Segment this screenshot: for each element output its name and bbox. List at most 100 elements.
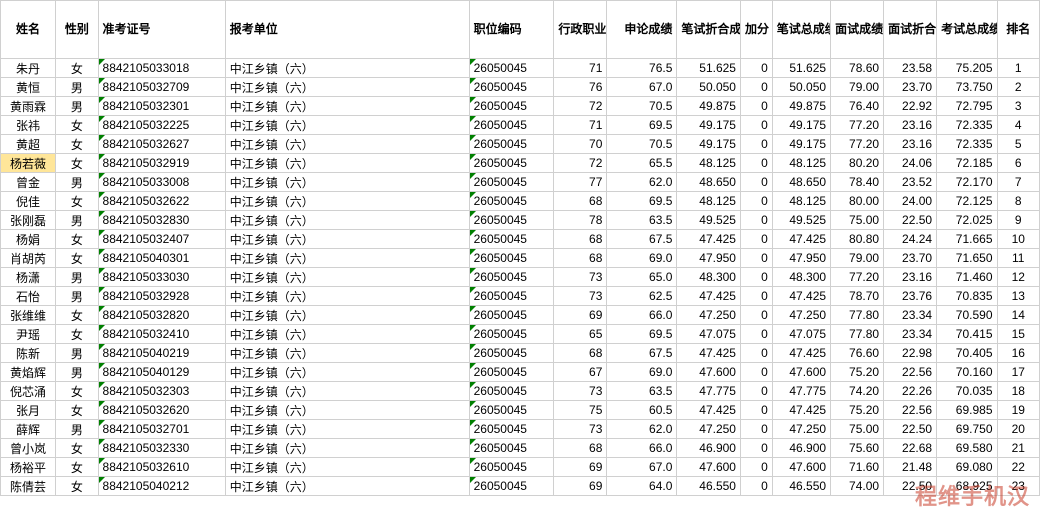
cell: 8842105040219 — [98, 344, 225, 363]
cell: 倪佳 — [1, 192, 56, 211]
cell: 19 — [997, 401, 1040, 420]
cell: 47.600 — [772, 363, 830, 382]
cell: 78.60 — [831, 59, 884, 78]
cell: 1 — [997, 59, 1040, 78]
hdr-unit: 报考单位 — [225, 1, 469, 59]
cell: 17 — [997, 363, 1040, 382]
table-row: 朱丹女8842105033018中江乡镇（六）260500457176.551.… — [1, 59, 1040, 78]
cell: 23.70 — [884, 249, 937, 268]
cell: 7 — [997, 173, 1040, 192]
cell: 68 — [554, 230, 607, 249]
table-row: 张刚磊男8842105032830中江乡镇（六）260500457863.549… — [1, 211, 1040, 230]
cell: 76 — [554, 78, 607, 97]
exam-results-table: 姓名 性别 准考证号 报考单位 职位编码 行政职业能力测验成绩 申论成绩 笔试折… — [0, 0, 1040, 496]
cell: 22.56 — [884, 363, 937, 382]
cell: 中江乡镇（六） — [225, 173, 469, 192]
header-row: 姓名 性别 准考证号 报考单位 职位编码 行政职业能力测验成绩 申论成绩 笔试折… — [1, 1, 1040, 59]
cell: 黄雨霖 — [1, 97, 56, 116]
cell: 71.60 — [831, 458, 884, 477]
cell: 47.075 — [677, 325, 741, 344]
cell: 22.68 — [884, 439, 937, 458]
hdr-icomb: 面试折合 — [884, 1, 937, 59]
cell: 26050045 — [469, 401, 554, 420]
cell: 女 — [56, 382, 98, 401]
cell: 69.5 — [607, 192, 677, 211]
cell: 64.0 — [607, 477, 677, 496]
cell: 23.34 — [884, 306, 937, 325]
cell: 79.00 — [831, 249, 884, 268]
cell: 0 — [740, 192, 772, 211]
cell: 69.0 — [607, 249, 677, 268]
cell: 8842105032919 — [98, 154, 225, 173]
cell: 8842105032627 — [98, 135, 225, 154]
hdr-bonus: 加分 — [740, 1, 772, 59]
cell: 5 — [997, 135, 1040, 154]
cell: 男 — [56, 420, 98, 439]
cell: 67.0 — [607, 458, 677, 477]
cell: 47.600 — [677, 363, 741, 382]
hdr-name: 姓名 — [1, 1, 56, 59]
cell: 中江乡镇（六） — [225, 363, 469, 382]
cell: 47.600 — [772, 458, 830, 477]
table-row: 张祎女8842105032225中江乡镇（六）260500457169.549.… — [1, 116, 1040, 135]
cell: 76.60 — [831, 344, 884, 363]
cell: 0 — [740, 325, 772, 344]
cell: 女 — [56, 458, 98, 477]
cell: 51.625 — [772, 59, 830, 78]
cell: 女 — [56, 135, 98, 154]
cell: 8842105040129 — [98, 363, 225, 382]
cell: 石怡 — [1, 287, 56, 306]
cell: 47.425 — [677, 344, 741, 363]
cell: 80.00 — [831, 192, 884, 211]
cell: 22.50 — [884, 211, 937, 230]
cell: 69 — [554, 477, 607, 496]
cell: 中江乡镇（六） — [225, 401, 469, 420]
cell: 23.34 — [884, 325, 937, 344]
table-row: 张月女8842105032620中江乡镇（六）260500457560.547.… — [1, 401, 1040, 420]
cell: 22.98 — [884, 344, 937, 363]
cell: 男 — [56, 173, 98, 192]
cell: 68 — [554, 344, 607, 363]
cell: 张维维 — [1, 306, 56, 325]
cell: 陈倩芸 — [1, 477, 56, 496]
cell: 8842105032407 — [98, 230, 225, 249]
cell: 中江乡镇（六） — [225, 192, 469, 211]
cell: 23.76 — [884, 287, 937, 306]
cell: 70.5 — [607, 97, 677, 116]
cell: 中江乡镇（六） — [225, 59, 469, 78]
cell: 62.0 — [607, 420, 677, 439]
cell: 肖胡芮 — [1, 249, 56, 268]
cell: 50.050 — [677, 78, 741, 97]
cell: 26050045 — [469, 230, 554, 249]
cell: 69.750 — [937, 420, 997, 439]
cell: 49.875 — [677, 97, 741, 116]
cell: 8842105032330 — [98, 439, 225, 458]
cell: 0 — [740, 344, 772, 363]
cell: 26050045 — [469, 325, 554, 344]
cell: 22.50 — [884, 420, 937, 439]
cell: 中江乡镇（六） — [225, 325, 469, 344]
cell: 8842105032303 — [98, 382, 225, 401]
cell: 48.125 — [772, 192, 830, 211]
cell: 72.335 — [937, 135, 997, 154]
cell: 26050045 — [469, 382, 554, 401]
cell: 8842105032620 — [98, 401, 225, 420]
table-row: 陈倩芸女8842105040212中江乡镇（六）260500456964.046… — [1, 477, 1040, 496]
cell: 47.425 — [772, 401, 830, 420]
cell: 70.590 — [937, 306, 997, 325]
table-row: 黄恒男8842105032709中江乡镇（六）260500457667.050.… — [1, 78, 1040, 97]
cell: 12 — [997, 268, 1040, 287]
cell: 0 — [740, 382, 772, 401]
cell: 8 — [997, 192, 1040, 211]
cell: 0 — [740, 439, 772, 458]
hdr-wtotal: 笔试总成绩 — [772, 1, 830, 59]
table-row: 张维维女8842105032820中江乡镇（六）260500456966.047… — [1, 306, 1040, 325]
cell: 73.750 — [937, 78, 997, 97]
cell: 26050045 — [469, 173, 554, 192]
cell: 47.600 — [677, 458, 741, 477]
cell: 73 — [554, 420, 607, 439]
cell: 22.92 — [884, 97, 937, 116]
hdr-admit: 准考证号 — [98, 1, 225, 59]
cell: 21.48 — [884, 458, 937, 477]
cell: 女 — [56, 230, 98, 249]
